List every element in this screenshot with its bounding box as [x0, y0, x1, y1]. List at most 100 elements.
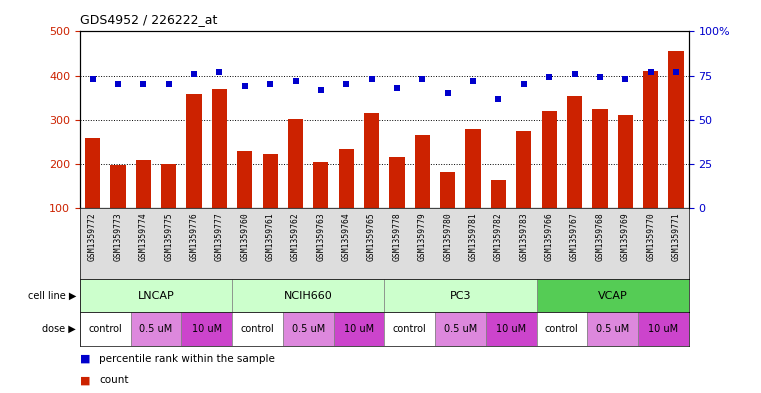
Text: GSM1359766: GSM1359766 [545, 212, 554, 261]
Text: NCIH660: NCIH660 [284, 291, 333, 301]
Bar [283, 312, 333, 346]
Bar [618, 114, 633, 208]
Text: ■: ■ [80, 375, 91, 385]
Bar [435, 312, 486, 346]
Text: LNCAP: LNCAP [138, 291, 174, 301]
Point [517, 81, 530, 88]
Bar [110, 165, 126, 208]
Text: 0.5 uM: 0.5 uM [291, 324, 325, 334]
Point [315, 86, 327, 93]
Text: 10 uM: 10 uM [192, 324, 221, 334]
Text: control: control [545, 324, 579, 334]
Text: GSM1359778: GSM1359778 [393, 212, 402, 261]
Bar [364, 113, 379, 208]
Text: 0.5 uM: 0.5 uM [596, 324, 629, 334]
Point [87, 76, 99, 82]
Text: GSM1359767: GSM1359767 [570, 212, 579, 261]
Text: GSM1359761: GSM1359761 [266, 212, 275, 261]
Text: GSM1359777: GSM1359777 [215, 212, 224, 261]
Bar [186, 94, 202, 208]
Point [670, 69, 682, 75]
Bar [668, 51, 683, 208]
Point [467, 78, 479, 84]
Text: 0.5 uM: 0.5 uM [139, 324, 173, 334]
Bar [466, 129, 481, 208]
Text: GSM1359760: GSM1359760 [240, 212, 250, 261]
Point [264, 81, 276, 88]
Text: 10 uM: 10 uM [648, 324, 678, 334]
Bar [131, 312, 181, 346]
Bar [212, 89, 227, 208]
Bar [542, 111, 557, 208]
Bar [537, 279, 689, 312]
Text: GSM1359771: GSM1359771 [671, 212, 680, 261]
Point [416, 76, 428, 82]
Bar [314, 162, 329, 208]
Text: GSM1359781: GSM1359781 [469, 212, 478, 261]
Bar [80, 279, 232, 312]
Text: GSM1359779: GSM1359779 [418, 212, 427, 261]
Bar [339, 149, 354, 208]
Text: GSM1359783: GSM1359783 [519, 212, 528, 261]
Point [594, 74, 606, 81]
Text: GSM1359776: GSM1359776 [189, 212, 199, 261]
Bar [333, 312, 384, 346]
Bar [537, 312, 587, 346]
Text: cell line ▶: cell line ▶ [27, 291, 76, 301]
Text: control: control [240, 324, 275, 334]
Text: percentile rank within the sample: percentile rank within the sample [99, 354, 275, 364]
Text: ■: ■ [80, 354, 91, 364]
Text: PC3: PC3 [450, 291, 471, 301]
Text: control: control [393, 324, 427, 334]
Bar [516, 131, 531, 208]
Text: dose ▶: dose ▶ [43, 324, 76, 334]
Text: VCAP: VCAP [597, 291, 628, 301]
Bar [232, 279, 384, 312]
Text: GSM1359773: GSM1359773 [113, 212, 123, 261]
Bar [643, 71, 658, 208]
Bar [390, 158, 405, 208]
Bar [440, 172, 455, 208]
Text: GSM1359774: GSM1359774 [139, 212, 148, 261]
Point [239, 83, 251, 89]
Point [188, 71, 200, 77]
Bar [181, 312, 232, 346]
Text: GSM1359765: GSM1359765 [367, 212, 376, 261]
Bar [415, 135, 430, 208]
Text: control: control [88, 324, 123, 334]
Bar [232, 312, 283, 346]
Bar [135, 160, 151, 208]
Point [645, 69, 657, 75]
Point [163, 81, 175, 88]
Point [619, 76, 632, 82]
Bar [486, 312, 537, 346]
Point [492, 95, 505, 102]
Point [112, 81, 124, 88]
Point [213, 69, 225, 75]
Bar [80, 312, 131, 346]
Bar [288, 119, 303, 208]
Text: GSM1359775: GSM1359775 [164, 212, 174, 261]
Point [289, 78, 301, 84]
Bar [384, 279, 537, 312]
Text: 10 uM: 10 uM [344, 324, 374, 334]
Text: GSM1359763: GSM1359763 [317, 212, 326, 261]
Text: GSM1359782: GSM1359782 [494, 212, 503, 261]
Text: GSM1359780: GSM1359780 [443, 212, 452, 261]
Text: GSM1359772: GSM1359772 [88, 212, 97, 261]
Bar [491, 180, 506, 208]
Text: 10 uM: 10 uM [496, 324, 526, 334]
Bar [237, 151, 253, 208]
Text: GSM1359769: GSM1359769 [621, 212, 630, 261]
Point [137, 81, 149, 88]
Point [543, 74, 556, 81]
Text: count: count [99, 375, 129, 385]
Bar [587, 312, 638, 346]
Text: 0.5 uM: 0.5 uM [444, 324, 477, 334]
Text: GSM1359770: GSM1359770 [646, 212, 655, 261]
Bar [592, 109, 607, 208]
Text: GSM1359764: GSM1359764 [342, 212, 351, 261]
Point [365, 76, 377, 82]
Bar [161, 164, 177, 208]
Point [340, 81, 352, 88]
